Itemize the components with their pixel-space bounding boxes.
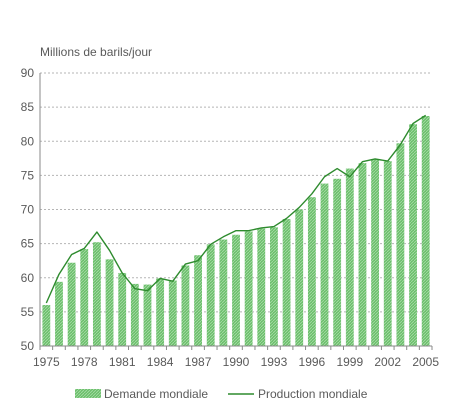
x-tick-label: 1987 bbox=[185, 355, 212, 369]
bar-demande-2005 bbox=[421, 115, 430, 346]
bar-demande-1985 bbox=[168, 280, 177, 346]
bar-demande-1977 bbox=[67, 262, 76, 346]
bar-series-demande bbox=[42, 115, 430, 346]
x-tick-label: 1996 bbox=[299, 355, 326, 369]
bar-demande-2001 bbox=[371, 158, 380, 346]
x-tick-label: 2002 bbox=[374, 355, 401, 369]
bar-demande-1993 bbox=[270, 227, 278, 346]
bar-demande-2002 bbox=[383, 161, 392, 346]
bar-demande-2003 bbox=[396, 143, 405, 346]
bar-demande-2004 bbox=[409, 124, 417, 346]
y-tick-label: 50 bbox=[21, 339, 35, 353]
y-tick-label: 75 bbox=[21, 168, 35, 182]
y-axis-label: Millions de barils/jour bbox=[40, 45, 152, 59]
bar-demande-1992 bbox=[257, 228, 266, 346]
bar-demande-1996 bbox=[307, 197, 316, 346]
bar-demande-1989 bbox=[219, 239, 228, 346]
legend-label-demande: Demande mondiale bbox=[104, 387, 208, 401]
bar-demande-1975 bbox=[42, 305, 51, 346]
bar-demande-1990 bbox=[232, 234, 240, 346]
bar-demande-1995 bbox=[295, 209, 304, 346]
bar-demande-1999 bbox=[345, 168, 354, 346]
y-tick-label: 60 bbox=[21, 271, 35, 285]
bar-demande-1976 bbox=[55, 281, 63, 346]
bar-demande-1988 bbox=[206, 244, 215, 346]
x-tick-label: 1978 bbox=[71, 355, 98, 369]
x-tick-label: 1975 bbox=[33, 355, 60, 369]
x-tick-label: 1981 bbox=[109, 355, 136, 369]
bar-demande-1987 bbox=[194, 255, 202, 346]
y-tick-label: 70 bbox=[21, 203, 35, 217]
x-axis: 1975 1978 1981 1984 1987 1990 1993 1996 1999 2002… bbox=[33, 73, 439, 369]
bar-demande-1982 bbox=[130, 283, 139, 346]
y-tick-label: 90 bbox=[21, 66, 35, 80]
bar-demande-1980 bbox=[105, 259, 114, 346]
legend: Demande mondiale Production mondiale bbox=[75, 387, 368, 401]
y-tick-label: 55 bbox=[21, 305, 35, 319]
x-tick-label: 1990 bbox=[223, 355, 250, 369]
x-tick-label: 2005 bbox=[412, 355, 439, 369]
x-tick-label: 1993 bbox=[261, 355, 288, 369]
bar-demande-1983 bbox=[143, 284, 152, 346]
x-tick-label: 1999 bbox=[336, 355, 363, 369]
x-tick-label: 1984 bbox=[147, 355, 174, 369]
bar-demande-1981 bbox=[118, 272, 127, 346]
y-axis: 50 55 60 65 70 75 80 85 90 bbox=[21, 66, 35, 353]
y-tick-label: 85 bbox=[21, 100, 35, 114]
legend-label-production: Production mondiale bbox=[258, 387, 368, 401]
y-tick-label: 65 bbox=[21, 237, 35, 251]
y-tick-label: 80 bbox=[21, 134, 35, 148]
bar-demande-2000 bbox=[358, 163, 367, 346]
bar-demande-1978 bbox=[80, 249, 89, 346]
bar-demande-1991 bbox=[244, 231, 253, 346]
bar-demande-1994 bbox=[282, 219, 291, 346]
bar-demande-1998 bbox=[333, 178, 342, 346]
bar-demande-1979 bbox=[92, 242, 101, 346]
bar-demande-1986 bbox=[181, 265, 190, 346]
bar-demande-1984 bbox=[156, 278, 165, 346]
bar-demande-1997 bbox=[320, 183, 329, 346]
legend-swatch-demande bbox=[75, 389, 101, 398]
line-series-production bbox=[45, 114, 427, 304]
